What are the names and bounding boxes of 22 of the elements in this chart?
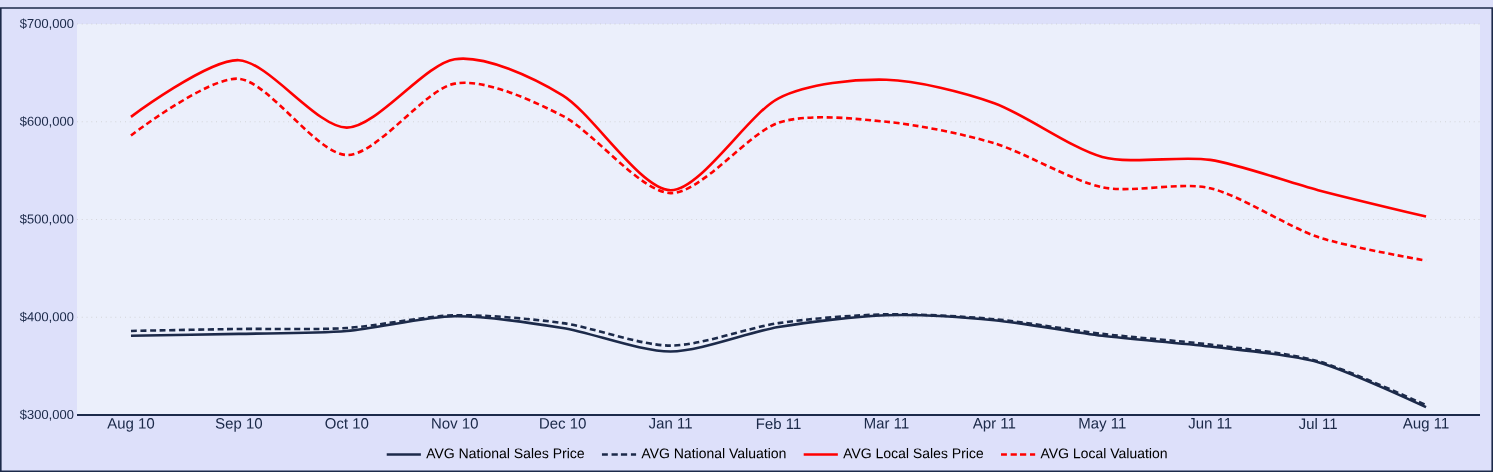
x-tick-label: Dec 10: [540, 418, 586, 429]
x-tick-label: Apr 11: [972, 418, 1016, 432]
x-tick-label: Jun 11: [1188, 418, 1232, 429]
legend-label: AVG Local Sales Price: [843, 448, 984, 459]
x-tick-label: May 11: [1079, 418, 1126, 432]
y-tick-label: $500,000: [19, 213, 74, 226]
x-tick-label: Aug 11: [1402, 418, 1449, 432]
x-tick-label: Sep 10: [215, 418, 263, 432]
x-tick-label: Nov 10: [432, 418, 478, 429]
x-tick-label: Jul 11: [1298, 418, 1337, 430]
y-tick-label: $400,000: [19, 311, 74, 323]
x-tick-label: Feb 11: [756, 418, 801, 430]
legend-label: AVG Local Valuation: [1040, 448, 1167, 459]
y-tick-label: $300,000: [19, 409, 74, 421]
legend-label: AVG National Sales Price: [426, 448, 584, 459]
y-tick-label: $700,000: [19, 18, 74, 30]
y-tick-label: $600,000: [19, 116, 74, 128]
x-tick-label: Mar 11: [864, 418, 909, 429]
x-tick-label: Jan 11: [648, 418, 692, 429]
x-tick-label: Aug 10: [107, 418, 155, 432]
legend-label: AVG National Valuation: [641, 448, 786, 459]
x-tick-label: Oct 10: [325, 418, 369, 429]
